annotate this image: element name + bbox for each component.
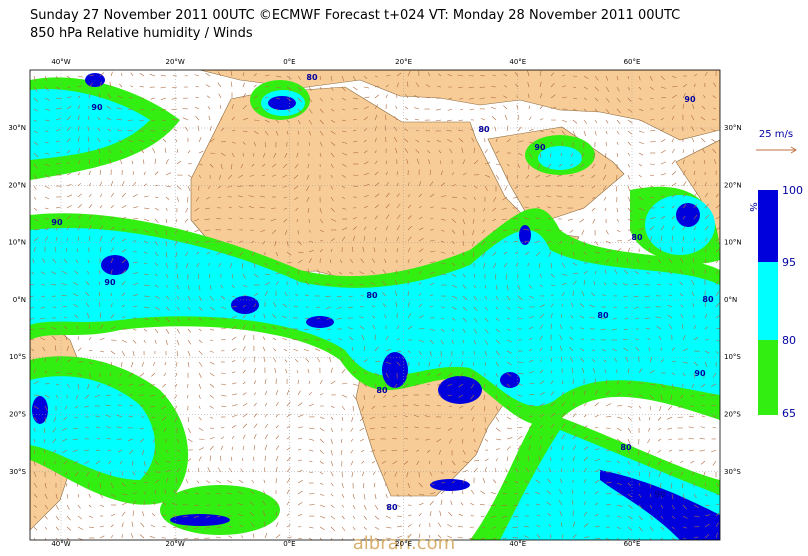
- colorbar-segment: [758, 190, 778, 262]
- contour-label: 90: [534, 143, 546, 152]
- contour-label: 80: [597, 311, 609, 320]
- lon-label: 20°W: [166, 58, 185, 66]
- colorbar-label: 80: [782, 334, 796, 347]
- lon-label: 20°E: [395, 58, 412, 66]
- contour-label: 80: [376, 386, 388, 395]
- colorbar-label: 65: [782, 407, 796, 420]
- contour-label: 80: [702, 295, 714, 304]
- lon-label: 0°E: [283, 58, 295, 66]
- wind-legend-label: 25 m/s: [759, 129, 793, 140]
- lat-label: 10°S: [9, 353, 26, 361]
- lon-label: 20°W: [166, 540, 185, 548]
- lon-label: 0°E: [283, 540, 295, 548]
- lon-label: 40°W: [51, 58, 70, 66]
- contour-label: 80: [631, 233, 643, 242]
- contour-label: 80: [478, 125, 490, 134]
- colorbar-segment: [758, 340, 778, 415]
- contour-label: 80: [386, 503, 398, 512]
- map: 90 80 90 80 90 90 80 90 80 80 80 90 80 80 80 90: [29, 70, 721, 543]
- contour-label: 90: [104, 278, 116, 287]
- lat-label: 10°S: [724, 353, 741, 361]
- lat-label: 30°N: [8, 124, 26, 132]
- title: Sunday 27 November 2011 00UTC ©ECMWF For…: [30, 8, 680, 23]
- colorbar-label: 95: [782, 256, 796, 269]
- lat-label: 10°N: [8, 239, 26, 247]
- lon-label: 40°E: [509, 540, 526, 548]
- lon-label: 60°E: [624, 540, 641, 548]
- lon-label: 20°E: [395, 540, 412, 548]
- lat-label: 10°N: [724, 239, 742, 247]
- contour-label: 80: [620, 443, 632, 452]
- lat-label: 0°N: [724, 296, 737, 304]
- contour-label: 90: [51, 218, 63, 227]
- lat-label: 20°N: [724, 181, 742, 189]
- contour-label: 80: [306, 73, 318, 82]
- lat-label: 30°S: [9, 468, 26, 476]
- contour-label: 90: [684, 95, 696, 104]
- contour-label: 90: [654, 490, 666, 499]
- colorbar-label: 100: [782, 184, 803, 197]
- lon-label: 60°E: [624, 58, 641, 66]
- lon-label: 40°E: [509, 58, 526, 66]
- colorbar-unit: %: [747, 202, 758, 212]
- colorbar-segment: [758, 262, 778, 340]
- lat-label: 30°S: [724, 468, 741, 476]
- lat-label: 20°S: [724, 411, 741, 419]
- contour-label: 90: [91, 103, 103, 112]
- contour-label: 80: [366, 291, 378, 300]
- contour-label: 90: [694, 369, 706, 378]
- lat-label: 30°N: [724, 124, 742, 132]
- lon-label: 40°W: [51, 540, 70, 548]
- subtitle: 850 hPa Relative humidity / Winds: [30, 26, 253, 41]
- lat-label: 20°S: [9, 411, 26, 419]
- lat-label: 0°N: [13, 296, 26, 304]
- lat-label: 20°N: [8, 181, 26, 189]
